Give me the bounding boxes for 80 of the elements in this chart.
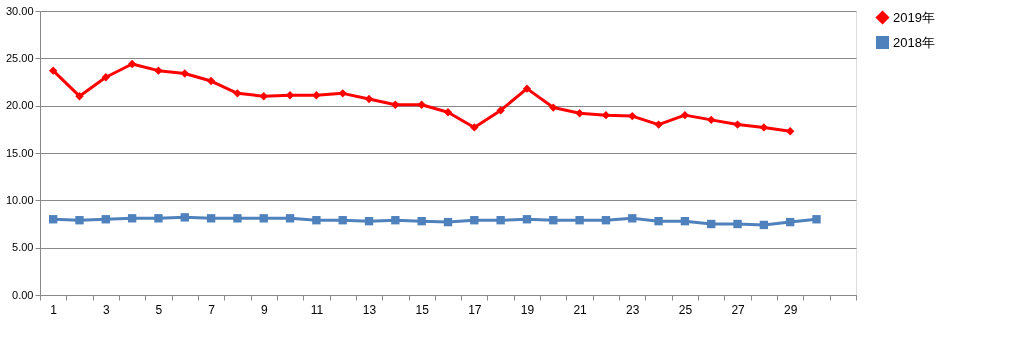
point: [786, 217, 795, 227]
point: [391, 216, 400, 225]
x-tick-label: 17: [468, 302, 482, 317]
point: [206, 214, 216, 223]
point: [75, 216, 84, 225]
point: [364, 94, 374, 104]
point: [154, 214, 163, 223]
point: [417, 100, 426, 109]
point: [259, 92, 268, 101]
point: [812, 215, 821, 224]
x-tick-label: 5: [155, 302, 163, 317]
y-tick-label: 20.00: [5, 99, 34, 112]
legend-label: 2019年: [893, 9, 935, 25]
x-tick-label: 13: [362, 302, 377, 317]
x-tick-label: 15: [415, 302, 430, 317]
point: [443, 108, 453, 117]
point: [601, 216, 611, 225]
point: [154, 66, 163, 75]
point: [496, 216, 505, 225]
x-tick-label: 1: [50, 302, 58, 317]
point: [285, 214, 295, 223]
y-tick-label: 10.00: [5, 193, 34, 206]
point: [127, 59, 137, 69]
x-tick-label: 29: [784, 302, 798, 317]
point: [470, 216, 479, 225]
x-tick-label: 7: [208, 302, 216, 317]
point: [575, 109, 584, 118]
x-tick-label: 19: [520, 302, 535, 317]
point: [364, 216, 374, 226]
y-tick-label: 30.00: [5, 4, 34, 17]
x-tick-label: 21: [573, 302, 588, 317]
x-tick-label: 25: [678, 302, 693, 317]
point: [522, 84, 532, 93]
point: [443, 217, 453, 227]
point: [101, 215, 110, 224]
point: [417, 216, 426, 226]
point: [680, 110, 690, 120]
x-tick-label: 11: [310, 302, 324, 317]
point: [707, 219, 716, 229]
point: [654, 216, 663, 226]
point: [338, 216, 347, 225]
point: [549, 216, 558, 225]
point: [101, 73, 110, 82]
point: [180, 69, 189, 78]
legend-label: 2018年: [893, 34, 935, 50]
point: [312, 216, 321, 225]
point: [75, 92, 84, 101]
point: [180, 213, 189, 222]
x-tick-label: 23: [626, 302, 640, 317]
point: [206, 76, 216, 86]
y-tick-label: 15.00: [5, 146, 34, 159]
point: [575, 216, 584, 225]
x-tick-label: 9: [260, 302, 268, 317]
point: [48, 66, 58, 75]
point: [733, 219, 742, 229]
point: [259, 214, 268, 223]
point: [733, 120, 742, 129]
point: [233, 214, 242, 223]
point: [391, 100, 400, 109]
point: [759, 220, 769, 230]
y-tick-label: 0.00: [12, 288, 34, 301]
point: [312, 91, 321, 100]
point: [470, 123, 479, 132]
point: [654, 120, 663, 129]
point: [680, 216, 690, 226]
point: [759, 123, 769, 132]
point: [628, 214, 637, 223]
point: [496, 106, 505, 115]
y-tick-label: 25.00: [5, 51, 34, 64]
point: [549, 103, 558, 112]
point: [707, 115, 716, 125]
point: [127, 214, 137, 223]
point: [233, 89, 242, 98]
x-tick-label: 3: [102, 302, 110, 317]
point: [786, 127, 795, 136]
y-tick-label: 5.00: [12, 241, 34, 254]
point: [48, 215, 58, 224]
x-tick-label: 27: [731, 302, 746, 317]
point: [628, 111, 637, 121]
point: [522, 215, 532, 224]
